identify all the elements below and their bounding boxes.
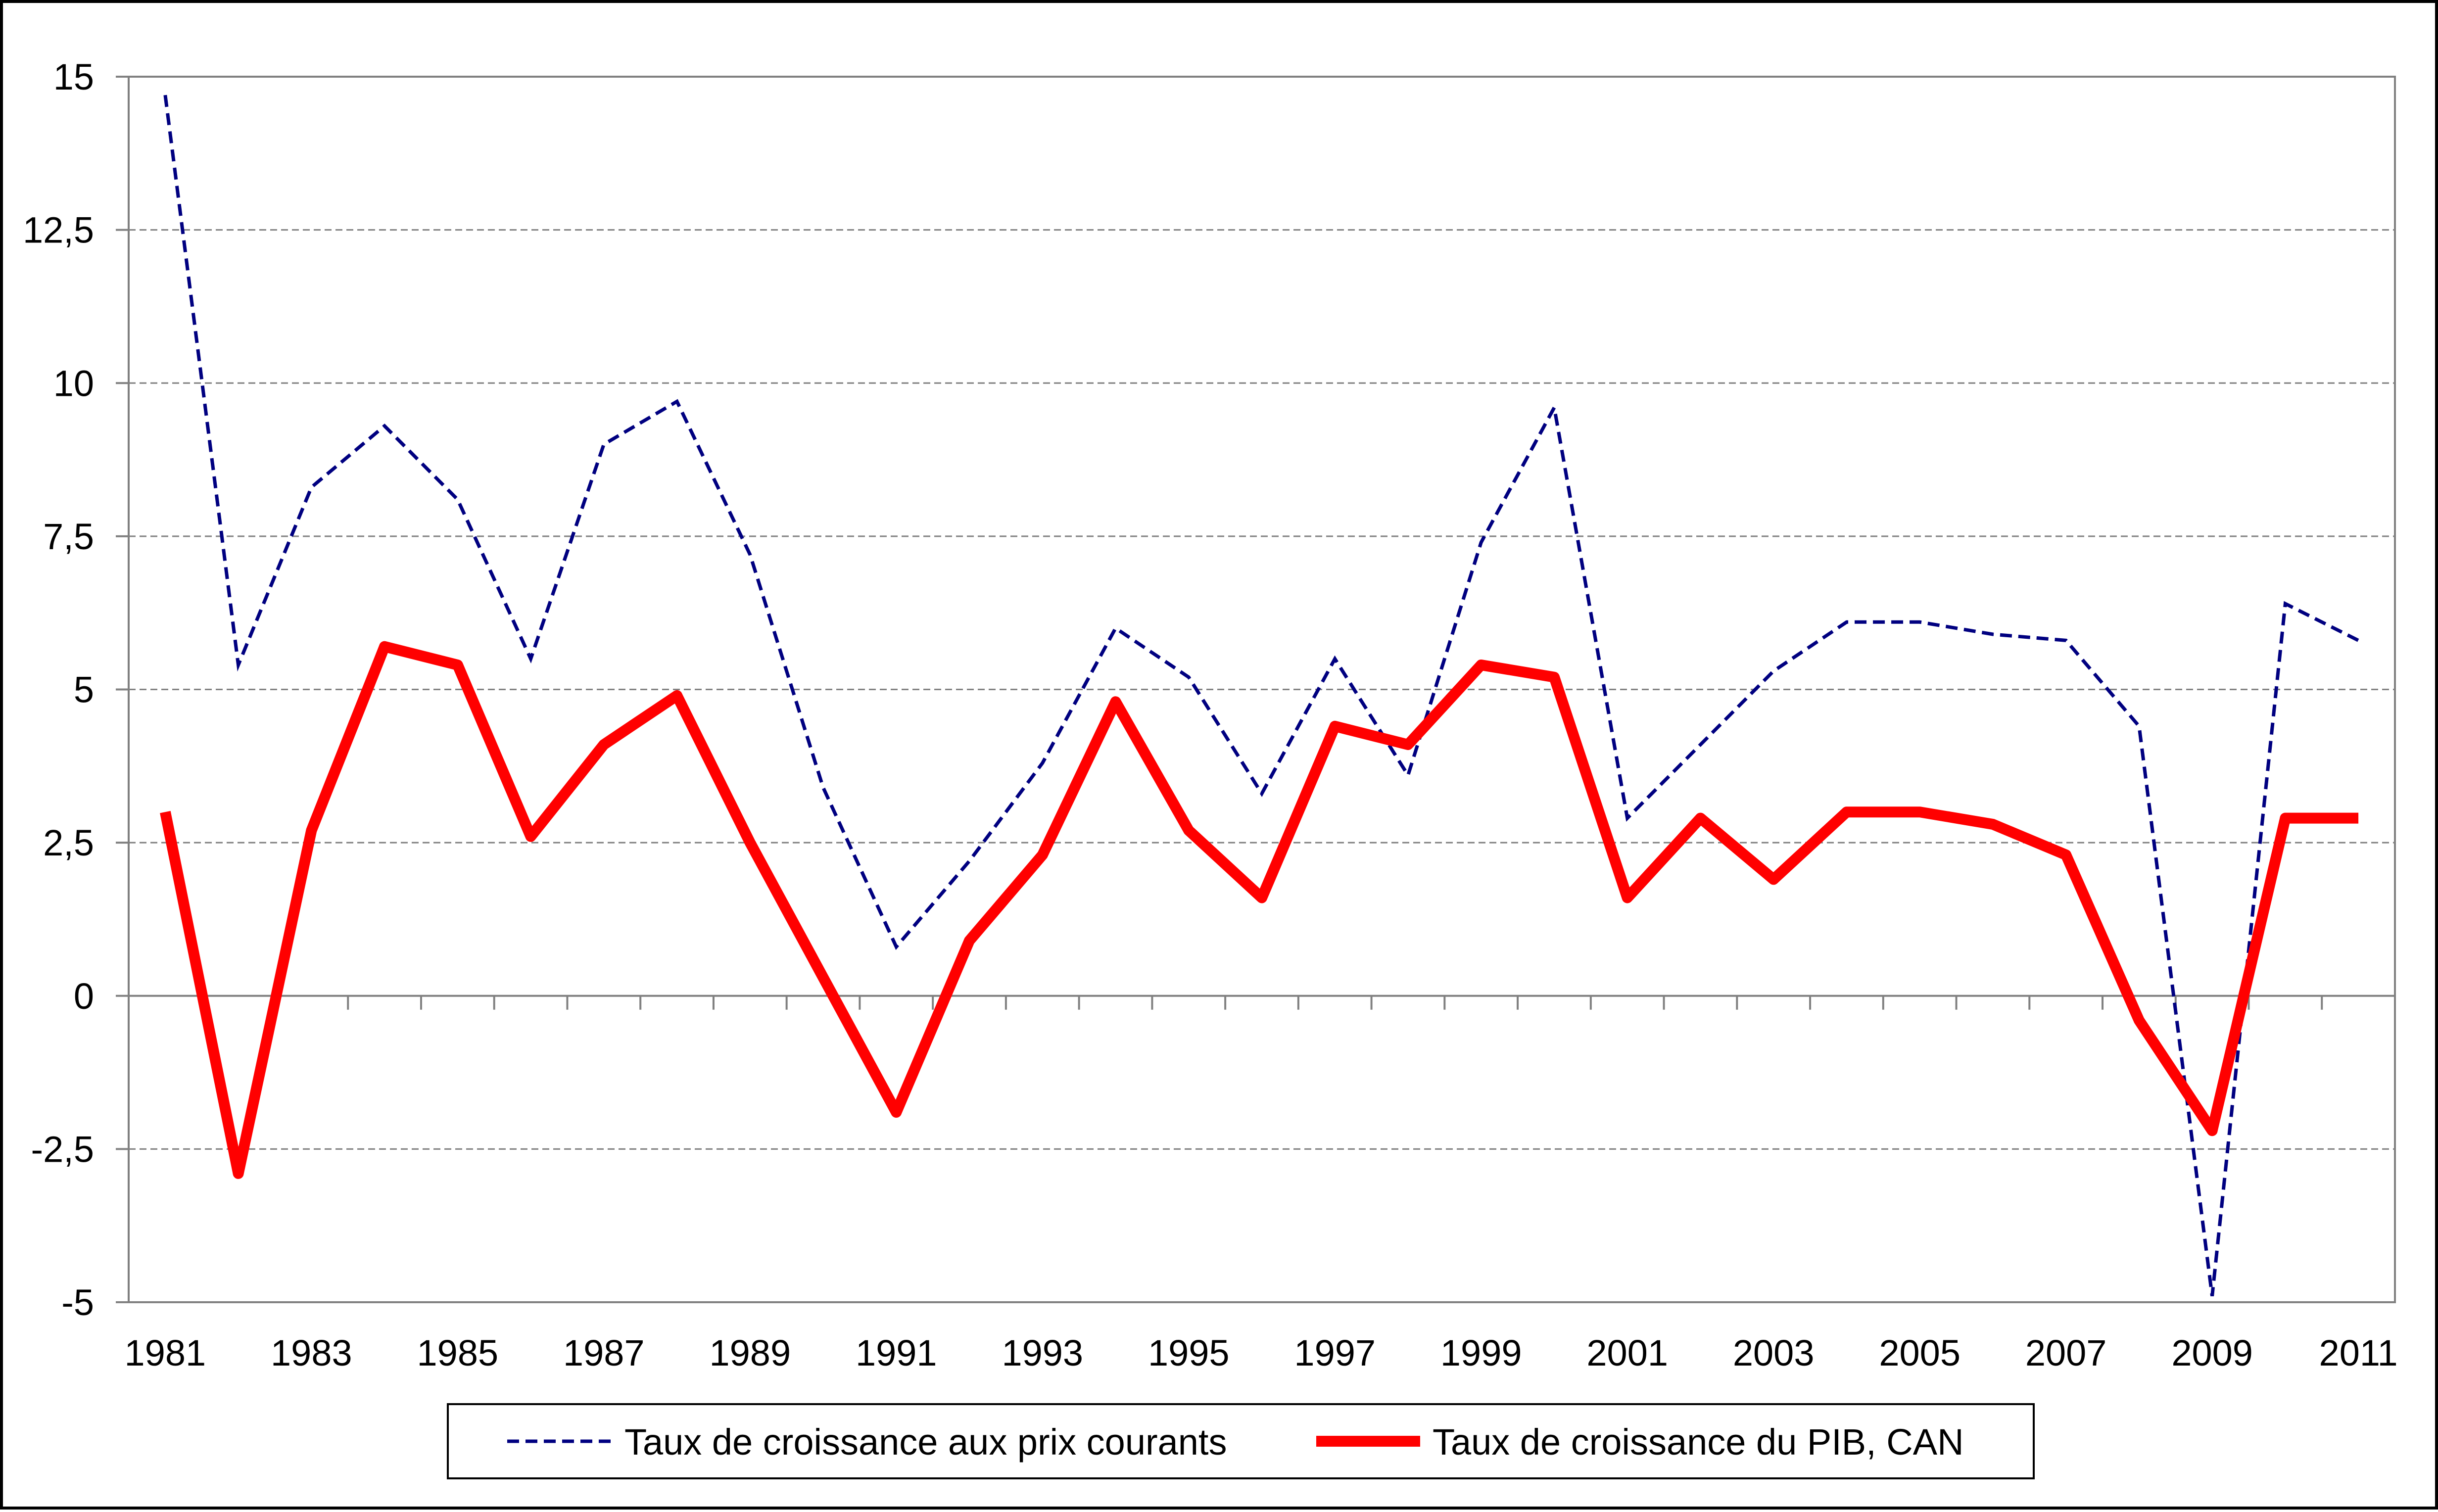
x-tick-label: 2001 <box>1586 1332 1668 1373</box>
x-tick-label: 1985 <box>417 1332 499 1373</box>
x-tick-label: 2005 <box>1879 1332 1960 1373</box>
legend: Taux de croissance aux prix courants Taux… <box>447 1403 2035 1479</box>
x-tick-label: 1997 <box>1294 1332 1376 1373</box>
y-tick-label: 0 <box>74 976 94 1017</box>
x-tick-label: 1989 <box>709 1332 791 1373</box>
legend-box <box>447 1403 2035 1479</box>
axes: 15 12,5 10 7,5 5 2,5 0 -2,5 -5 1981 1983 1985 1987 19… <box>23 56 2398 1373</box>
y-tick-label: 5 <box>74 669 94 710</box>
legend-label-2: Taux de croissance du PIB, CAN <box>1433 1421 1964 1463</box>
y-tick-label: -2,5 <box>31 1129 94 1170</box>
x-tick-label: 1987 <box>563 1332 645 1373</box>
y-tick-label: 7,5 <box>43 516 94 557</box>
y-tick-label: 12,5 <box>23 210 94 251</box>
series-line-1 <box>163 94 2359 1297</box>
x-tick-label: 1981 <box>125 1332 206 1373</box>
x-tick-label: 1999 <box>1440 1332 1522 1373</box>
x-tick-label: 2011 <box>2319 1332 2398 1373</box>
legend-label-1: Taux de croissance aux prix courants <box>624 1421 1227 1463</box>
x-tick-label: 1991 <box>856 1332 937 1373</box>
x-tick-label: 1995 <box>1148 1332 1230 1373</box>
y-tick-label: 15 <box>53 56 94 97</box>
x-tick-label: 2007 <box>2025 1332 2107 1373</box>
y-tick-label: 10 <box>53 363 94 404</box>
x-tick-label: 2003 <box>1733 1332 1815 1373</box>
x-tick-label: 2009 <box>2171 1332 2253 1373</box>
y-tick-label: 2,5 <box>43 822 94 863</box>
x-tick-label: 1993 <box>1002 1332 1083 1373</box>
x-tick-label: 1983 <box>271 1332 352 1373</box>
series-line-2 <box>160 641 2359 1179</box>
series-lines <box>160 94 2359 1297</box>
y-tick-label: -5 <box>61 1282 94 1323</box>
